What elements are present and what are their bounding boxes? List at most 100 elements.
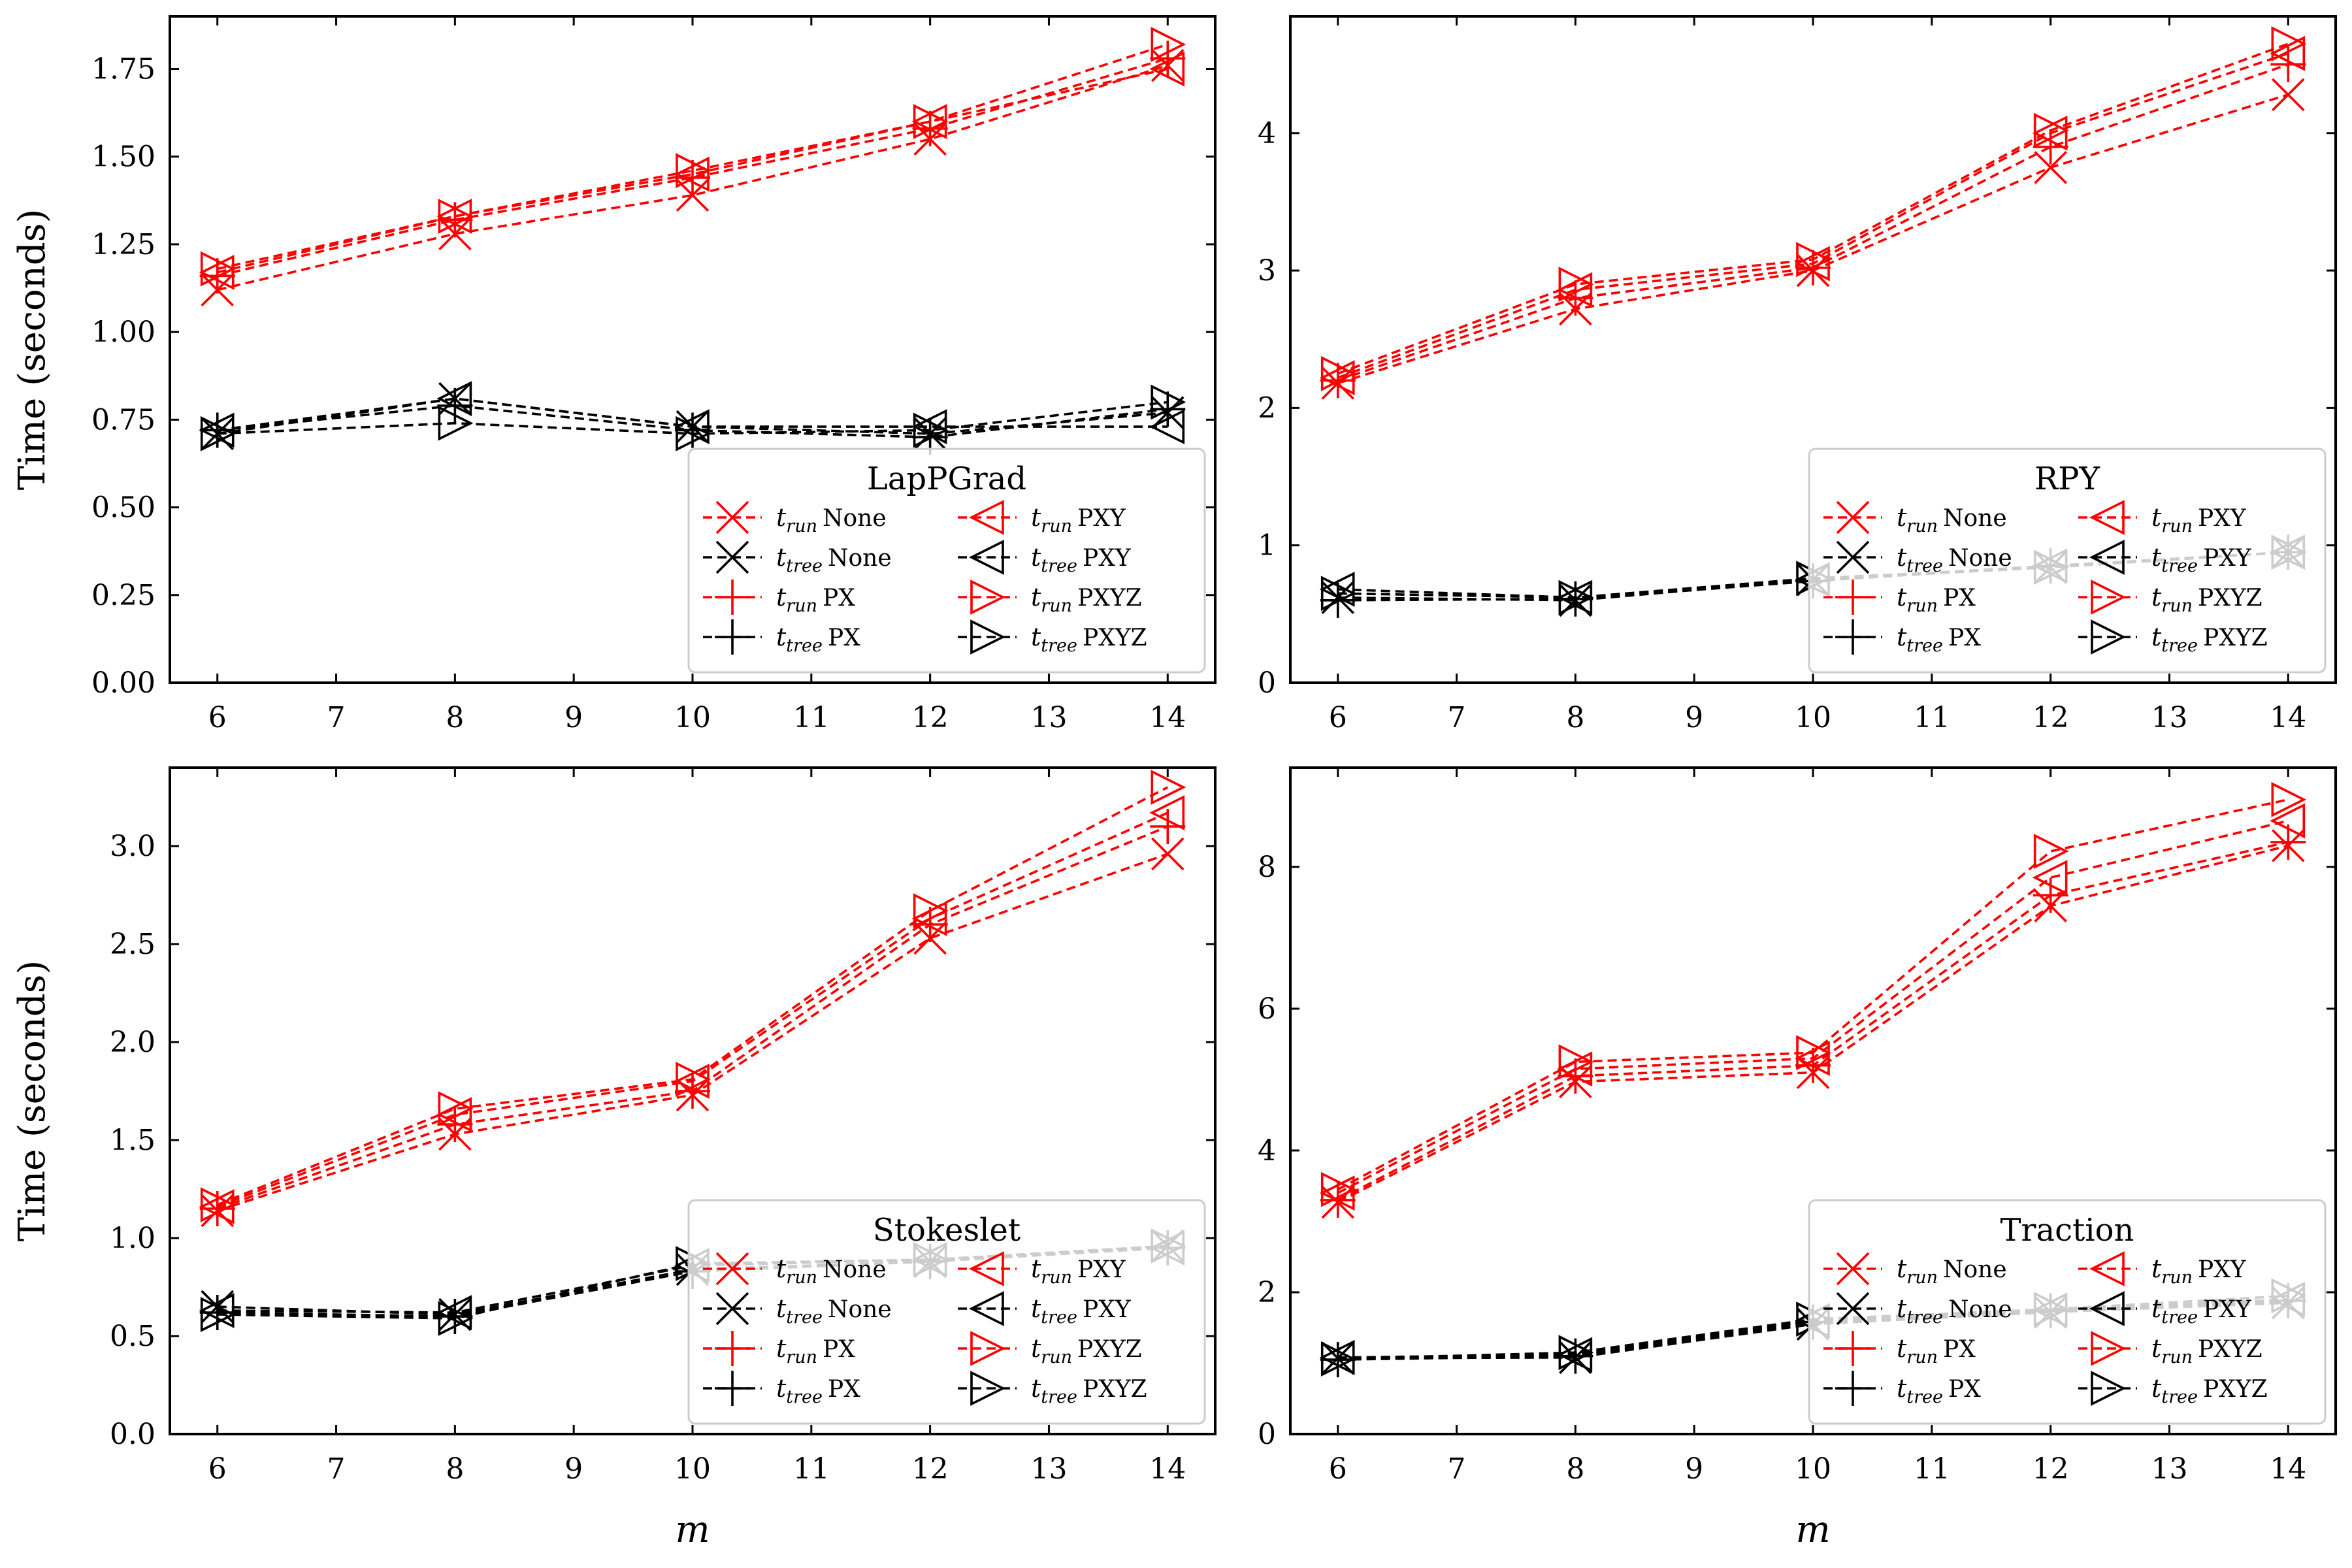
legend-subscript: run [2161, 596, 2193, 616]
legend-entry: trun PX [1823, 580, 1976, 616]
legend-t-symbol: t [1897, 1334, 1907, 1363]
legend-entry: ttree PXY [958, 1291, 1132, 1328]
legend-t-symbol: t [2151, 503, 2162, 532]
y-tick-label: 1.50 [91, 140, 155, 174]
legend-marker [2091, 1371, 2127, 1406]
data-point [2271, 26, 2307, 61]
data-point [1320, 1171, 1356, 1207]
data-point [1319, 360, 1355, 396]
y-axis-label: Time (seconds) [11, 960, 54, 1242]
x-tick-label: 12 [2033, 1452, 2069, 1486]
legend-t-symbol: t [2151, 1374, 2162, 1403]
legend-marker [715, 1252, 749, 1286]
legend-entry: trun None [1823, 1252, 2007, 1288]
x-tick-label: 10 [674, 701, 711, 734]
legend-t-symbol: t [1897, 503, 1907, 532]
x-tick-label: 14 [1149, 1452, 1186, 1486]
legend-marker [2091, 619, 2127, 655]
legend-entry: ttree PXY [958, 540, 1132, 576]
data-point [1149, 795, 1185, 830]
legend-entry-label: PX [828, 1376, 860, 1403]
data-point [2270, 35, 2306, 71]
x-tick-label: 9 [564, 701, 583, 734]
legend-entry-label: None [1943, 505, 2007, 532]
legend-box [687, 448, 1206, 674]
legend-entry: trun PX [1823, 1331, 1976, 1367]
data-point [676, 1062, 711, 1097]
series-line [217, 43, 1168, 270]
legend-entry-label: PXYZ [2198, 585, 2262, 612]
y-tick-label: 1.25 [91, 228, 155, 261]
legend-entry: trun PXYZ [958, 1331, 1142, 1367]
legend-marker [715, 619, 750, 655]
axes-frame [1289, 766, 2337, 1435]
legend-subscript: run [2161, 516, 2193, 536]
data-point [913, 412, 949, 448]
x-tick-label: 10 [1795, 701, 1831, 734]
legend-title: Stokeslet [873, 1212, 1021, 1249]
legend-entry-label: PXY [1083, 1296, 1132, 1323]
data-point [2033, 834, 2069, 869]
data-point [2032, 860, 2068, 896]
legend-marker [1835, 580, 1870, 615]
y-tick-label: 0 [1258, 666, 1276, 700]
data-point [2270, 803, 2306, 839]
legend-entry: trun PXYZ [2078, 1331, 2262, 1367]
x-tick-label: 14 [2270, 701, 2306, 734]
legend-entry: ttree PXYZ [958, 619, 1147, 656]
legend-label: trun None [776, 503, 887, 536]
data-point [436, 1295, 472, 1330]
y-tick-label: 0.25 [91, 579, 155, 612]
legend-t-symbol: t [776, 583, 787, 612]
data-point [1557, 1337, 1593, 1373]
legend-title: LapPGrad [867, 461, 1026, 497]
legend-t-symbol: t [1031, 503, 1041, 532]
legend-t-symbol: t [1897, 623, 1907, 651]
data-point [1319, 1175, 1355, 1211]
legend-subscript: tree [1041, 636, 1077, 656]
x-tick-label: 13 [2151, 1452, 2187, 1486]
data-point [200, 416, 236, 451]
series-t-tree-px [199, 387, 1186, 455]
legend-label: ttree PXYZ [2151, 1374, 2268, 1407]
y-tick-label: 0.0 [110, 1418, 155, 1451]
legend-subscript: run [1906, 1347, 1938, 1367]
legend-t-symbol: t [1031, 1334, 1041, 1363]
series-t-run-pxy [1319, 803, 2306, 1211]
legend-subscript: tree [1041, 1387, 1077, 1407]
legend-label: ttree PXY [2151, 543, 2252, 576]
series-t-tree-pxyz [200, 384, 1186, 451]
legend-label: ttree PXY [2151, 1294, 2252, 1328]
legend-label: trun PX [776, 1334, 855, 1367]
series-t-run-pxy [199, 795, 1185, 1224]
legend-t-symbol: t [2151, 1254, 2162, 1283]
legend-entry-label: None [1948, 1296, 2012, 1323]
legend-entry: ttree PX [1823, 1371, 1981, 1407]
legend-label: trun PX [1897, 583, 1976, 616]
legend-label: trun PXYZ [1031, 583, 1142, 616]
legend-marker [715, 540, 749, 574]
legend-entry: ttree None [703, 1292, 892, 1328]
axes-frame [1289, 15, 2337, 684]
data-point [674, 156, 710, 192]
legend-marker [2091, 580, 2127, 615]
legend-entry: trun PXY [2078, 1251, 2247, 1288]
series-t-run-pxyz [200, 770, 1186, 1222]
x-tick-label: 13 [2151, 701, 2187, 734]
series-line [1337, 798, 2289, 1191]
y-tick-label: 0 [1258, 1418, 1276, 1451]
data-point [1149, 51, 1185, 87]
data-point [199, 1189, 235, 1224]
legend-subscript: run [1906, 516, 1938, 536]
data-point [437, 1107, 473, 1142]
legend-entry-label: None [1943, 1256, 2007, 1283]
legend-label: ttree PXY [1031, 543, 1132, 576]
series-line [217, 786, 1169, 1206]
legend-marker [970, 580, 1006, 615]
series-t-run-px [1320, 46, 2306, 399]
legend-label: trun PXYZ [1031, 1334, 1142, 1367]
series-t-run-pxyz [200, 27, 1186, 287]
